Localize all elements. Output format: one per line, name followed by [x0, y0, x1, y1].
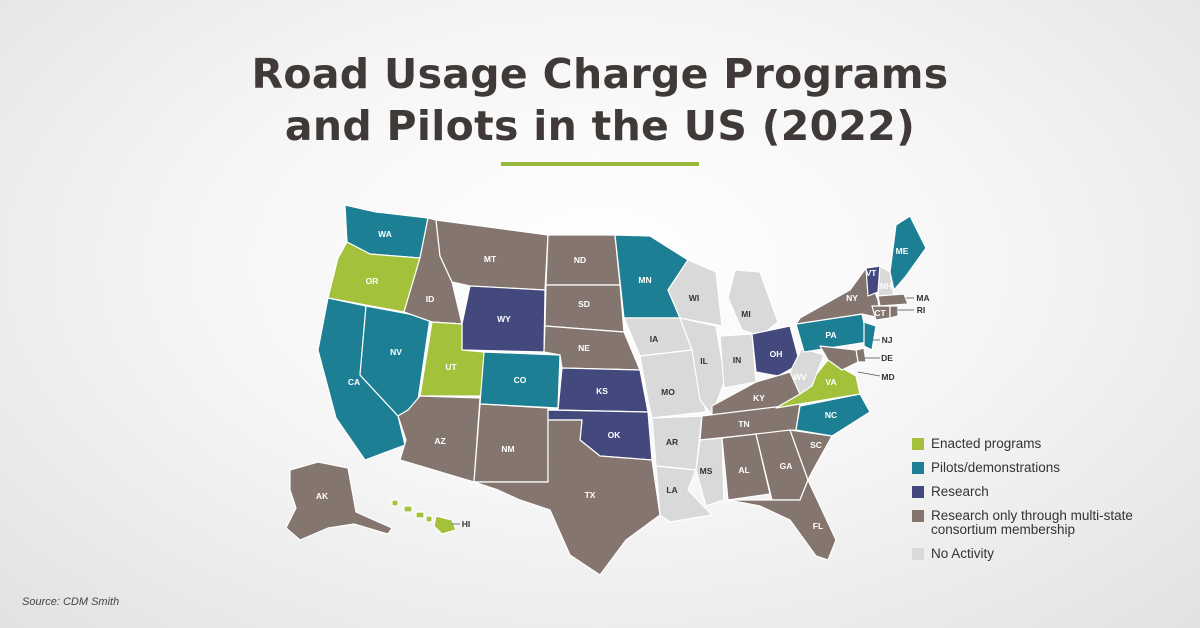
label-ks: KS: [596, 386, 608, 396]
label-mn: MN: [638, 275, 651, 285]
state-wi[interactable]: [667, 259, 723, 327]
state-ma[interactable]: [877, 293, 909, 307]
label-ms: MS: [700, 466, 713, 476]
label-il: IL: [700, 356, 708, 366]
label-mo: MO: [661, 387, 675, 397]
legend-label-none: No Activity: [931, 546, 995, 561]
legend-swatch-none: [912, 548, 924, 560]
label-va: VA: [825, 377, 836, 387]
label-ca: CA: [348, 377, 360, 387]
state-wv[interactable]: [789, 347, 825, 395]
legend-label-consortium: Research only through multi-state consor…: [931, 508, 1133, 537]
state-fl[interactable]: [727, 479, 837, 561]
label-ut: UT: [445, 362, 457, 372]
state-mo[interactable]: [639, 349, 707, 419]
label-hi: HI: [462, 519, 471, 529]
state-wy[interactable]: [461, 285, 546, 353]
label-nh: NH: [880, 281, 892, 291]
label-mt: MT: [484, 254, 497, 264]
label-tn: TN: [738, 419, 749, 429]
state-md[interactable]: [819, 345, 859, 371]
state-nc[interactable]: [795, 393, 871, 437]
state-ak[interactable]: [285, 461, 393, 541]
label-ne: NE: [578, 343, 590, 353]
label-mi: MI: [741, 309, 750, 319]
legend-swatch-consortium: [912, 510, 924, 522]
label-nc: NC: [825, 410, 837, 420]
label-ar: AR: [666, 437, 678, 447]
legend-item-research: Research: [912, 485, 1192, 499]
map-title: Road Usage Charge Programs and Pilots in…: [0, 48, 1200, 152]
label-vt: VT: [866, 268, 878, 278]
callout-leaders: [452, 297, 914, 525]
label-id: ID: [426, 294, 435, 304]
label-sd: SD: [578, 299, 590, 309]
label-nd: ND: [574, 255, 586, 265]
state-me[interactable]: [889, 215, 927, 291]
legend-label-enacted: Enacted programs: [931, 436, 1042, 451]
state-ri[interactable]: [889, 305, 899, 319]
label-de: DE: [881, 353, 893, 363]
label-sc: SC: [810, 440, 822, 450]
legend-swatch-enacted: [912, 438, 924, 450]
legend-label-pilots: Pilots/demonstrations: [931, 460, 1061, 475]
label-az: AZ: [434, 436, 445, 446]
source-credit: Source: CDM Smith: [22, 596, 120, 608]
label-ga: GA: [780, 461, 793, 471]
label-wy: WY: [497, 314, 511, 324]
label-ia: IA: [650, 334, 659, 344]
label-ma: MA: [916, 293, 929, 303]
label-ok: OK: [608, 430, 622, 440]
state-labels: WA OR CA NV ID MT WY UT CO AZ NM ND SD N…: [316, 229, 930, 531]
label-tx: TX: [585, 490, 596, 500]
map-legend: Enacted programs Pilots/demonstrations R…: [912, 437, 1192, 571]
legend-swatch-pilots: [912, 462, 924, 474]
label-la: LA: [666, 485, 677, 495]
title-line-1: Road Usage Charge Programs: [251, 50, 949, 98]
label-nj: NJ: [882, 335, 893, 345]
title-line-2: and Pilots in the US (2022): [284, 102, 916, 150]
state-hi[interactable]: [391, 499, 457, 535]
label-wa: WA: [378, 229, 392, 239]
label-ct: CT: [874, 308, 886, 318]
legend-swatch-research: [912, 486, 924, 498]
label-ny: NY: [846, 293, 858, 303]
label-al: AL: [738, 465, 749, 475]
state-oh[interactable]: [751, 325, 801, 377]
label-oh: OH: [770, 349, 783, 359]
legend-item-consortium: Research only through multi-state consor…: [912, 509, 1192, 537]
label-ak: AK: [316, 491, 329, 501]
state-nm[interactable]: [473, 403, 549, 483]
label-pa: PA: [825, 330, 836, 340]
label-or: OR: [366, 276, 379, 286]
label-ri: RI: [917, 305, 926, 315]
legend-item-enacted: Enacted programs: [912, 437, 1192, 451]
label-md: MD: [881, 372, 894, 382]
label-me: ME: [896, 246, 909, 256]
label-fl: FL: [813, 521, 823, 531]
legend-item-none: No Activity: [912, 547, 1192, 561]
label-wi: WI: [689, 293, 699, 303]
label-in: IN: [733, 355, 742, 365]
label-nm: NM: [501, 444, 514, 454]
legend-item-pilots: Pilots/demonstrations: [912, 461, 1192, 475]
title-accent-rule: [501, 162, 699, 166]
state-ms[interactable]: [695, 437, 725, 507]
label-co: CO: [514, 375, 527, 385]
label-wv: WV: [793, 372, 807, 382]
state-nj[interactable]: [863, 321, 877, 351]
legend-label-research: Research: [931, 484, 989, 499]
state-mi[interactable]: [727, 269, 779, 337]
label-nv: NV: [390, 347, 402, 357]
label-ky: KY: [753, 393, 765, 403]
state-tx[interactable]: [473, 419, 661, 576]
